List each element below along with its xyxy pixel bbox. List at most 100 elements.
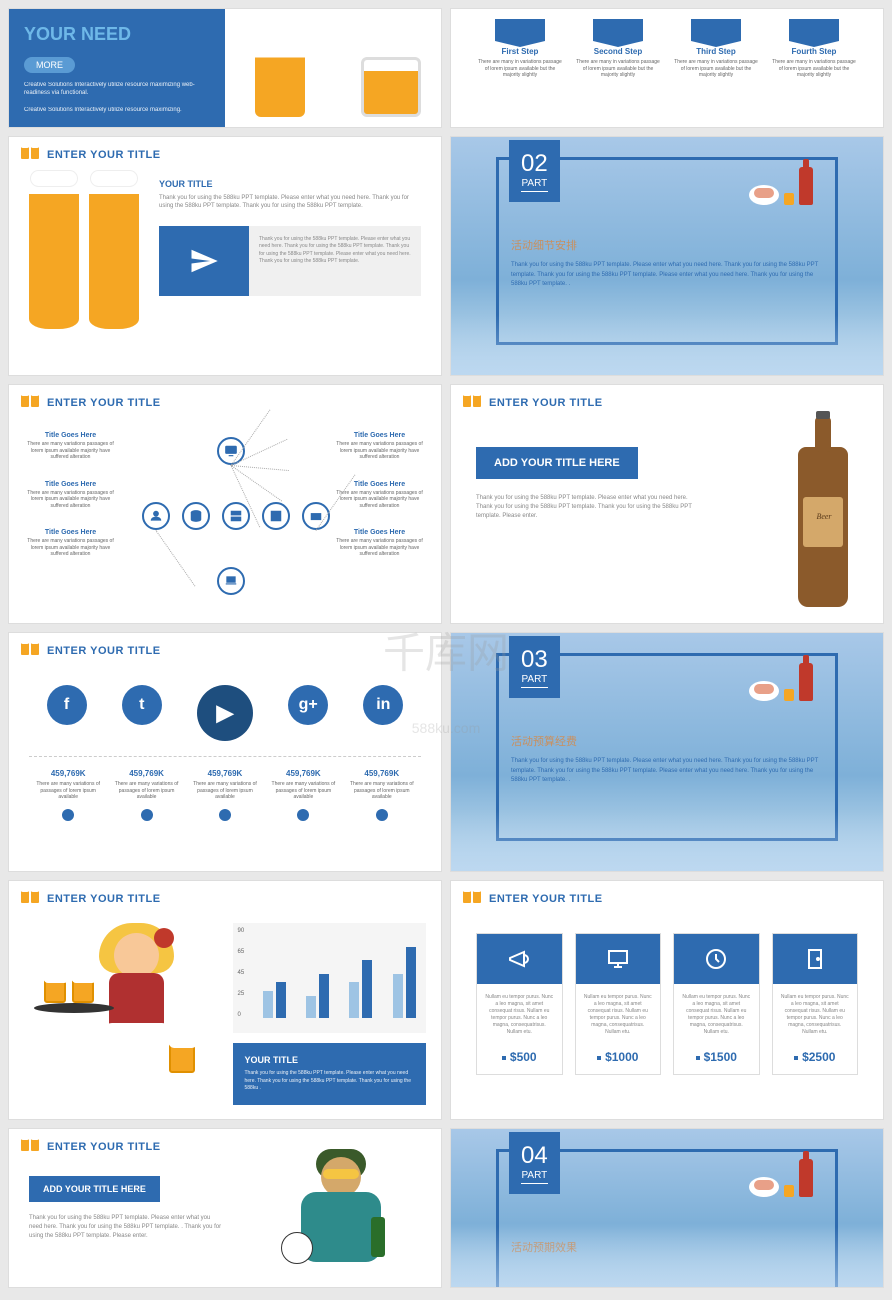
add-title-button[interactable]: ADD YOUR TITLE HERE	[29, 1176, 160, 1202]
info-item: Title Goes Here There are many variation…	[24, 481, 117, 510]
step-flag-icon	[495, 19, 545, 41]
pricing-row: Nullam eu tempor purus. Nunc a leo magna…	[451, 913, 883, 1095]
slide-header: ENTER YOUR TITLE	[9, 881, 441, 913]
stat-desc: There are many variations of passages of…	[346, 781, 417, 801]
waitress-illustration	[24, 923, 218, 1105]
cheers-icon	[21, 395, 41, 411]
step-desc: There are many in variations passage of …	[477, 59, 563, 79]
item-title: Title Goes Here	[24, 481, 117, 488]
server-node-icon	[222, 502, 250, 530]
plate-icon	[749, 681, 779, 701]
bar-dark	[406, 947, 416, 1018]
stat-desc: There are many variations of passages of…	[268, 781, 339, 801]
slide6-body: ADD YOUR TITLE HERE Thank you for using …	[451, 417, 883, 624]
paper-plane-icon	[159, 226, 249, 296]
item-desc: There are many variations passages of lo…	[333, 538, 426, 558]
slide-10-pricing: ENTER YOUR TITLE Nullam eu tempor purus.…	[450, 880, 884, 1120]
stat-num: 459,769K	[111, 769, 182, 778]
step: Second Step There are many in variations…	[575, 19, 661, 117]
stat-num: 459,769K	[346, 769, 417, 778]
part-label: PART	[521, 178, 548, 192]
stat-dot-icon	[297, 809, 309, 821]
part-cn-title: 活动细节安排	[511, 237, 823, 253]
chart-box-title: YOUR TITLE	[245, 1055, 415, 1065]
food-icons	[749, 1159, 813, 1197]
step-title: First Step	[477, 47, 563, 56]
plate-icon	[749, 185, 779, 205]
part-text: Thank you for using the 588ku PPT templa…	[511, 261, 823, 290]
clock-icon	[674, 934, 759, 984]
part-num: 03	[521, 646, 548, 674]
item-title: Title Goes Here	[333, 529, 426, 536]
bar-dark	[319, 974, 329, 1018]
stat-desc: There are many variations of passages of…	[33, 781, 104, 801]
part-03-slide: 03 PART 活动预算经费 Thank you for using the 5…	[450, 632, 884, 872]
social-t-icon[interactable]: t	[122, 685, 162, 725]
bar-light	[306, 996, 316, 1018]
laptop-node-icon	[217, 567, 245, 595]
slide-title: ENTER YOUR TITLE	[47, 893, 161, 905]
slide3-content: YOUR TITLE Thank you for using the 588ku…	[139, 179, 421, 329]
price-card: Nullam eu tempor purus. Nunc a leo magna…	[772, 933, 859, 1075]
stats-row: 459,769K There are many variations of pa…	[29, 769, 421, 821]
social-g+-icon[interactable]: g+	[288, 685, 328, 725]
social-in-icon[interactable]: in	[363, 685, 403, 725]
slide-6: ENTER YOUR TITLE ADD YOUR TITLE HERE Tha…	[450, 384, 884, 624]
y-tick: 65	[238, 949, 245, 955]
slide-title: ENTER YOUR TITLE	[489, 893, 603, 905]
stat-desc: There are many variations of passages of…	[190, 781, 261, 801]
bar-group	[349, 960, 372, 1018]
left-items: Title Goes Here There are many variation…	[24, 432, 117, 612]
stat-num: 459,769K	[33, 769, 104, 778]
stat-dot-icon	[62, 809, 74, 821]
bottle-icon	[799, 167, 813, 205]
more-button[interactable]: MORE	[24, 57, 75, 73]
stat-desc: There are many variations of passages of…	[111, 781, 182, 801]
part-content: 活动细节安排 Thank you for using the 588ku PPT…	[511, 237, 823, 290]
price-value: $2500	[773, 1050, 858, 1064]
slide-5-network: ENTER YOUR TITLE Title Goes Here There a…	[8, 384, 442, 624]
y-tick: 90	[238, 928, 245, 934]
item-desc: There are many variations passages of lo…	[333, 441, 426, 461]
door-icon	[773, 934, 858, 984]
info-item: Title Goes Here There are many variation…	[24, 432, 117, 461]
slide-9-chart: ENTER YOUR TITLE 906545250 YOUR TITLE Th…	[8, 880, 442, 1120]
bar-dark	[362, 960, 372, 1018]
stat-dot-icon	[141, 809, 153, 821]
slide-header: ENTER YOUR TITLE	[9, 137, 441, 169]
part-content: 活动预期效果	[511, 1239, 823, 1263]
step-flag-icon	[691, 19, 741, 41]
mug-icon	[784, 193, 794, 205]
part-badge: 02 PART	[509, 140, 560, 202]
slide5-body: Title Goes Here There are many variation…	[9, 417, 441, 624]
food-icons	[749, 663, 813, 701]
cheers-icon	[463, 395, 483, 411]
book-node-icon	[262, 502, 290, 530]
y-tick: 0	[238, 1012, 245, 1018]
social-f-icon[interactable]: f	[47, 685, 87, 725]
chart-y-axis: 906545250	[238, 928, 245, 1018]
slide1-text1: Creative Solutions Interactively utilize…	[24, 81, 210, 98]
item-desc: There are many variations passages of lo…	[24, 538, 117, 558]
tall-glass-icon	[89, 179, 139, 329]
step-desc: There are many in variations passage of …	[673, 59, 759, 79]
beer-glass-icon	[255, 47, 305, 117]
beer-mug-icon	[361, 57, 421, 117]
bar-dark	[276, 982, 286, 1018]
bar-group	[393, 947, 416, 1018]
slide1-text2: Creative Solutions Interactively utilize…	[24, 106, 210, 114]
slide9-body: 906545250 YOUR TITLE Thank you for using…	[9, 913, 441, 1115]
chart-bars	[258, 938, 422, 1018]
tall-glass-icon	[29, 179, 79, 329]
bar-light	[393, 974, 403, 1018]
stat-item: 459,769K There are many variations of pa…	[346, 769, 417, 821]
info-item: Title Goes Here There are many variation…	[24, 529, 117, 558]
part-label: PART	[521, 1170, 548, 1184]
chart-box-text: Thank you for using the 588ku PPT templa…	[245, 1070, 415, 1093]
fan-illustration	[251, 1157, 431, 1287]
social-▶-icon[interactable]: ▶	[197, 685, 253, 741]
stat-dot-icon	[219, 809, 231, 821]
slide-3: ENTER YOUR TITLE YOUR TITLE Thank you fo…	[8, 136, 442, 376]
bar-light	[349, 982, 359, 1018]
price-card: Nullam eu tempor purus. Nunc a leo magna…	[476, 933, 563, 1075]
